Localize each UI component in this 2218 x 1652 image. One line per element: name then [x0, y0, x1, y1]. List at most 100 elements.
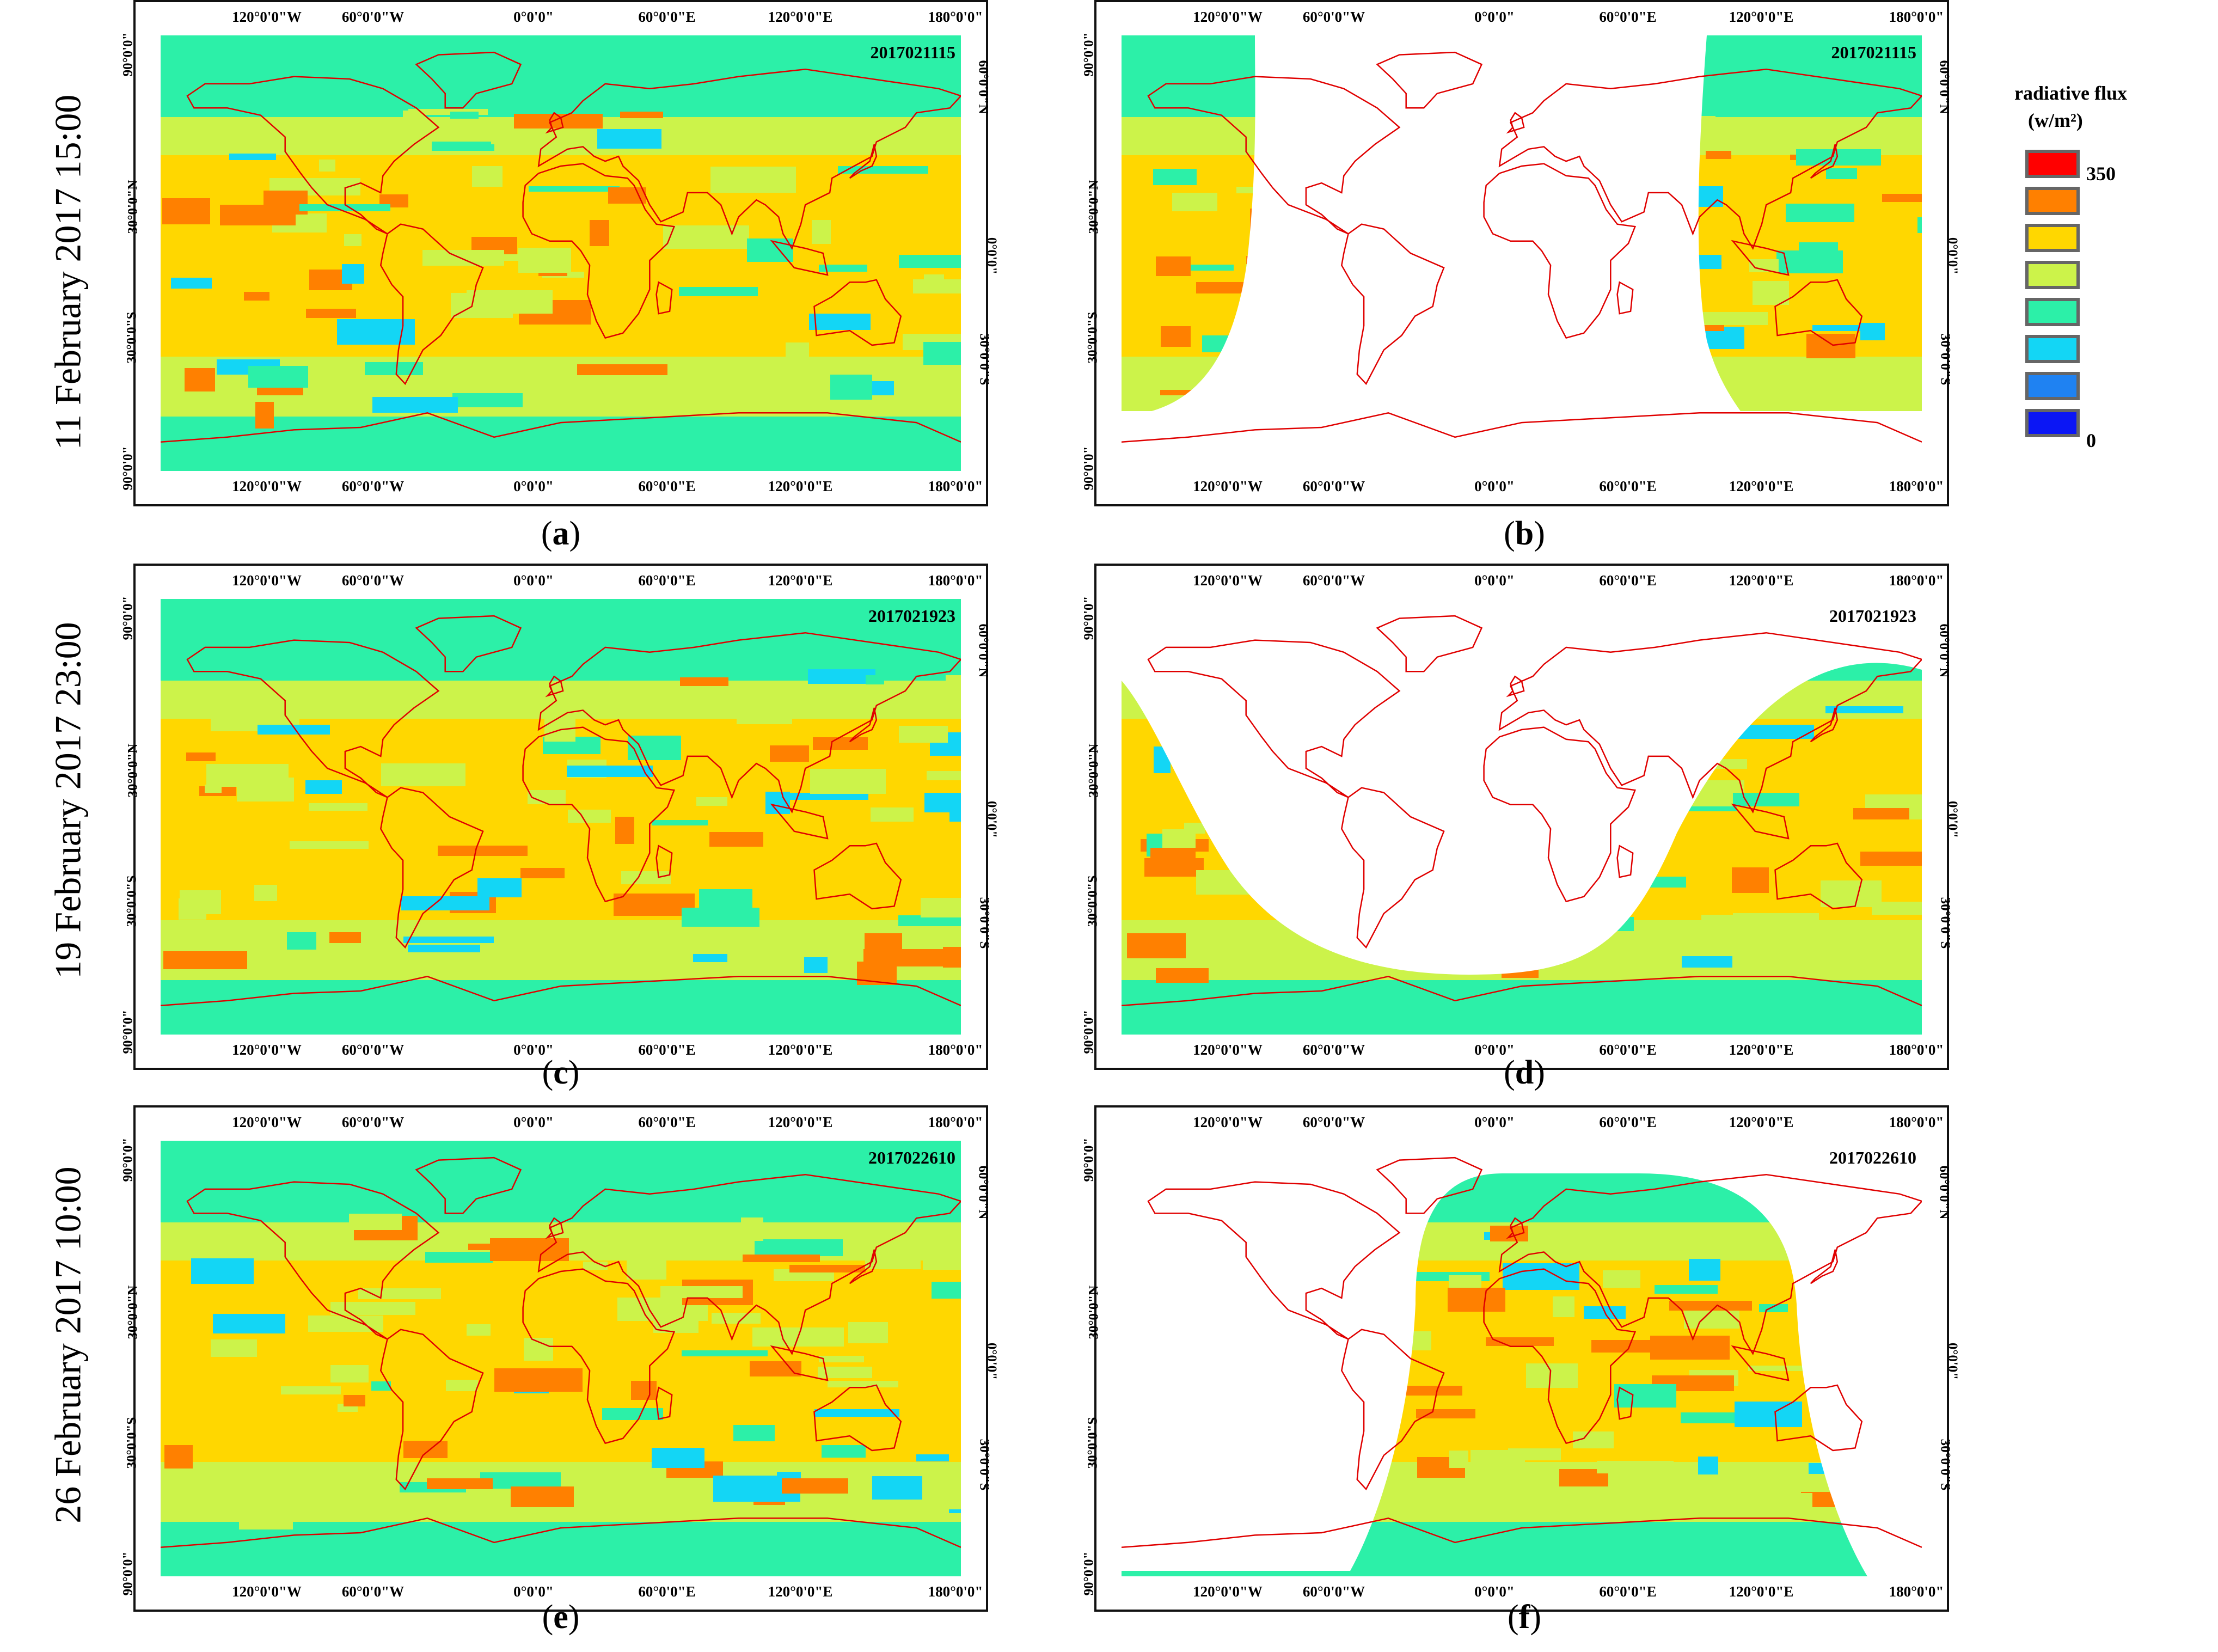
coastline-indonesia — [1731, 240, 1790, 276]
flux-patch — [1150, 848, 1196, 865]
lat-tick-left: 90°0'0" — [120, 1137, 136, 1182]
flux-band-north2 — [161, 681, 961, 719]
flux-patch — [528, 790, 566, 804]
flux-patch — [1603, 1270, 1640, 1288]
lon-tick-bottom: 0°0'0" — [1474, 1042, 1515, 1058]
flux-patch — [737, 701, 792, 724]
flux-patch — [344, 1395, 365, 1406]
coastline-indonesia — [1731, 1345, 1790, 1381]
lon-tick-bottom: 60°0'0"E — [638, 478, 696, 494]
legend-min-label: 0 — [2086, 430, 2096, 451]
flux-patch — [809, 314, 871, 330]
lon-tick-top: 60°0'0"W — [1302, 1114, 1365, 1130]
flux-patch — [306, 309, 356, 318]
coastline-eurasia — [1498, 632, 1922, 813]
flux-patch — [1162, 829, 1196, 848]
coastline-indonesia — [770, 240, 829, 276]
flux-patch — [425, 1252, 493, 1263]
caption-letter: a — [552, 515, 569, 552]
lon-tick-bottom: 180°0'0" — [928, 1583, 983, 1600]
lon-tick-bottom: 120°0'0"W — [232, 1583, 302, 1600]
lon-tick-bottom: 60°0'0"W — [341, 1583, 405, 1600]
lon-tick-top: 60°0'0"E — [638, 9, 696, 25]
flux-patch — [255, 402, 274, 429]
legend-swatch — [2025, 409, 2080, 437]
lat-tick-right: 60°0'0"N — [976, 1165, 991, 1220]
flux-patch — [828, 1381, 898, 1387]
flux-patch — [663, 225, 749, 249]
lon-tick-top: 120°0'0"W — [232, 1114, 302, 1130]
flux-patch — [652, 1448, 704, 1468]
flux-patch — [309, 803, 367, 811]
lon-tick-bottom: 120°0'0"E — [768, 478, 833, 494]
caption-letter: d — [1515, 1054, 1534, 1091]
coastline-uk — [545, 112, 564, 134]
flux-patch — [1806, 334, 1855, 358]
lon-tick-top: 0°0'0" — [513, 9, 554, 25]
lon-tick-top: 180°0'0" — [1889, 9, 1944, 25]
lon-tick-bottom: 60°0'0"E — [638, 1583, 696, 1600]
flux-patch — [1701, 915, 1777, 938]
lon-tick-bottom: 180°0'0" — [1889, 1583, 1944, 1600]
lat-tick-right: 0°0'0" — [1945, 237, 1960, 275]
coastline-madagascar — [655, 1386, 673, 1420]
caption-c: (c) — [542, 1054, 580, 1091]
map-area — [161, 1141, 961, 1576]
lon-tick-bottom: 120°0'0"W — [232, 478, 302, 494]
flux-patch — [770, 745, 809, 762]
coastline-namerica — [1147, 76, 1401, 235]
coastline-japan — [849, 707, 878, 743]
flux-patch — [1795, 933, 1853, 952]
lon-tick-bottom: 60°0'0"W — [341, 1042, 405, 1058]
flux-patch — [257, 386, 303, 395]
flux-patch — [446, 1380, 478, 1391]
flux-patch — [477, 878, 522, 897]
coastline-madagascar — [655, 845, 673, 878]
radiative-flux-map — [1122, 1141, 1922, 1576]
lat-tick-left: 90°0'0" — [120, 1551, 136, 1596]
flux-patch — [1748, 1366, 1815, 1371]
coastline-japan — [1810, 1249, 1839, 1284]
lat-tick-left: 30°0'0"N — [125, 1285, 140, 1339]
flux-patch — [680, 677, 728, 686]
coastline-japan — [1810, 707, 1839, 743]
flux-patch — [857, 962, 897, 985]
night-mask — [1122, 599, 1922, 975]
lon-tick-bottom: 0°0'0" — [513, 478, 554, 494]
lat-tick-right: 60°0'0"N — [976, 60, 991, 114]
coastline-samerica — [1340, 787, 1445, 949]
flux-patch — [924, 793, 961, 812]
flux-patch — [529, 186, 620, 192]
flux-patch — [1812, 325, 1863, 331]
flux-patch — [1853, 808, 1909, 819]
flux-patch — [1172, 193, 1217, 211]
flux-patch — [1284, 953, 1309, 959]
flux-patch — [1471, 1450, 1525, 1474]
lat-tick-left: 30°0'0"S — [124, 311, 139, 364]
flux-patch — [591, 380, 625, 391]
flux-band-north — [161, 1141, 961, 1222]
flux-patch — [1396, 1386, 1462, 1396]
radiative-flux-map — [161, 35, 961, 471]
lat-tick-left: 30°0'0"N — [125, 743, 140, 798]
lon-tick-bottom: 0°0'0" — [513, 1583, 554, 1600]
flux-patch — [943, 947, 961, 968]
lon-tick-top: 180°0'0" — [1889, 572, 1944, 589]
flux-patch — [480, 1472, 561, 1489]
lon-tick-top: 60°0'0"E — [1599, 572, 1657, 589]
flux-patch — [898, 915, 961, 926]
legend-swatch — [2025, 187, 2080, 215]
flux-patch — [206, 764, 289, 787]
flux-patch — [1553, 1296, 1574, 1317]
flux-patch — [913, 279, 961, 293]
legend-swatch — [2025, 224, 2080, 252]
radiative-flux-map — [161, 1141, 961, 1576]
coastline-antarctica — [161, 412, 961, 443]
flux-patch — [1682, 956, 1732, 968]
legend-swatch — [2025, 335, 2080, 363]
flux-patch — [1188, 131, 1259, 153]
lon-tick-bottom: 0°0'0" — [1474, 1583, 1515, 1600]
flux-patch — [287, 932, 316, 950]
flux-patch — [932, 1282, 961, 1299]
lat-tick-left: 90°0'0" — [1081, 596, 1096, 640]
